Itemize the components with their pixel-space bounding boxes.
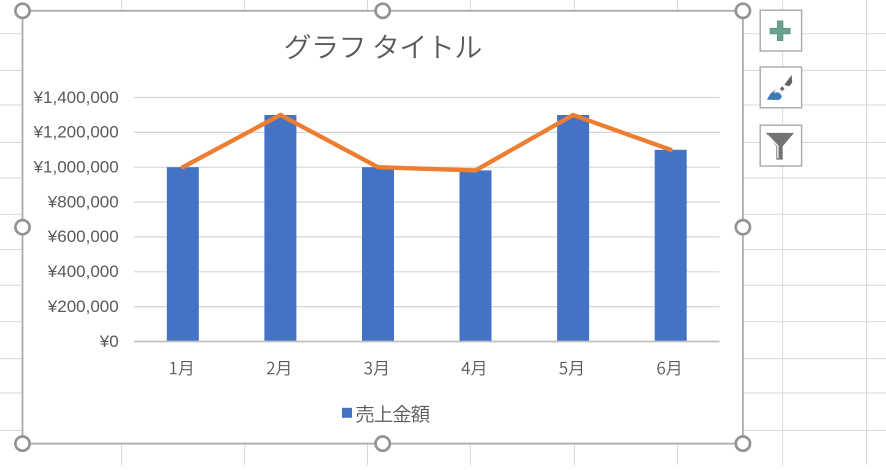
- svg-text:¥400,000: ¥400,000: [47, 262, 119, 281]
- svg-text:¥800,000: ¥800,000: [47, 192, 119, 211]
- svg-text:¥600,000: ¥600,000: [47, 227, 119, 246]
- svg-text:¥1,200,000: ¥1,200,000: [33, 123, 119, 142]
- svg-text:¥200,000: ¥200,000: [47, 297, 119, 316]
- svg-text:¥0: ¥0: [99, 332, 119, 351]
- svg-text:¥1,000,000: ¥1,000,000: [33, 158, 119, 177]
- svg-text:¥1,400,000: ¥1,400,000: [33, 88, 119, 107]
